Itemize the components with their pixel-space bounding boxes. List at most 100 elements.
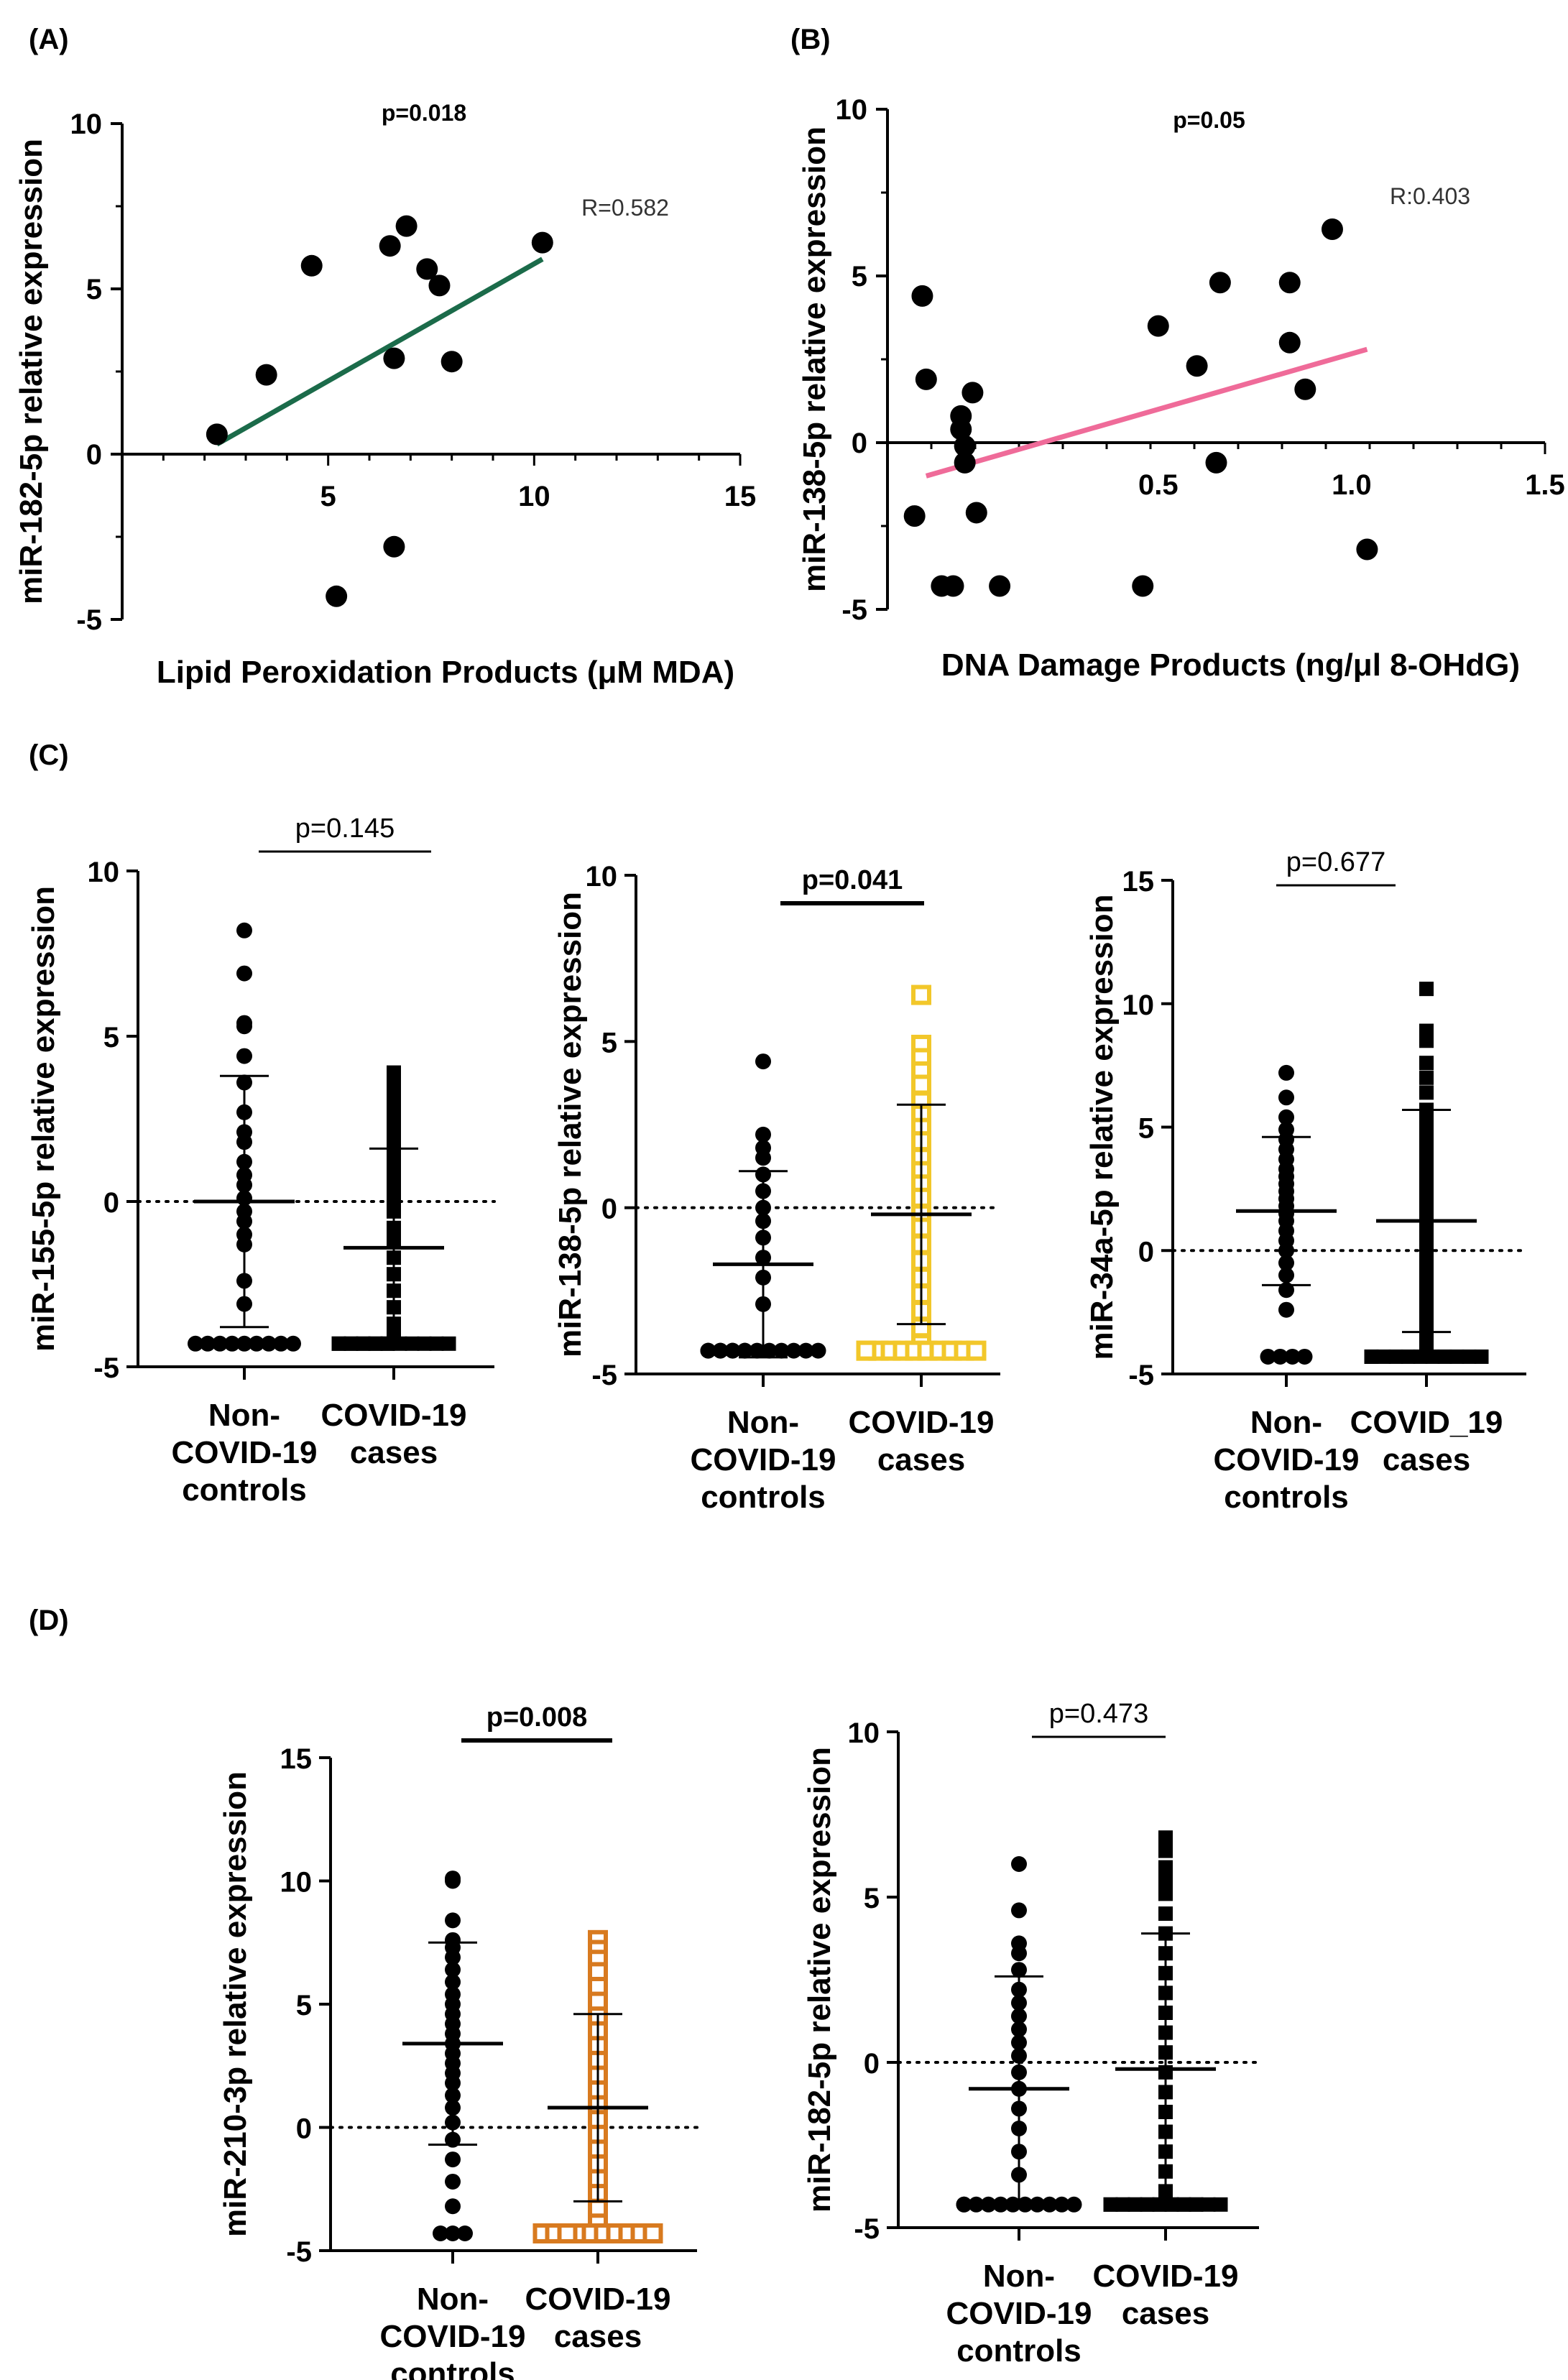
data-point	[755, 1150, 771, 1166]
chart-d1: -5 0 5 10 15 miR-210-3p relative expression No…	[218, 1702, 698, 2380]
data-point	[761, 1342, 778, 1359]
x-tick-label: 10	[518, 481, 550, 512]
p-value-label: p=0.05	[1173, 107, 1245, 133]
data-point	[433, 2225, 448, 2241]
data-point	[1103, 2197, 1118, 2212]
data-point	[445, 1873, 461, 1889]
data-point	[1388, 1349, 1403, 1364]
data-point	[236, 922, 252, 938]
data-point	[1158, 1830, 1173, 1845]
data-point	[642, 2223, 663, 2243]
data-point	[236, 1335, 252, 1352]
data-point	[212, 1335, 228, 1352]
regression-line	[216, 257, 544, 447]
p-value-label: p=0.018	[382, 100, 466, 126]
data-point	[445, 2225, 461, 2241]
y-tick-label: -5	[93, 1352, 119, 1384]
category-label-line: cases	[350, 1435, 438, 1470]
x-tick-label: 0.5	[1138, 469, 1179, 501]
data-point	[1278, 1089, 1294, 1106]
x-tick-label: 1.0	[1332, 469, 1372, 501]
y-tick-label: 10	[848, 1717, 880, 1749]
y-axis-title: miR-34a-5p relative expression	[1084, 894, 1120, 1360]
chart-a: 5 10 15 -5 0 5 10 p=0.018 R=0.582 Lipid Peroxidat…	[14, 100, 756, 690]
y-tick-label: 5	[852, 261, 867, 292]
data-point	[1272, 1348, 1288, 1365]
data-point	[961, 382, 984, 404]
y-tick-label: 10	[88, 857, 120, 888]
y-tick-label: 0	[852, 428, 867, 459]
data-point	[356, 1336, 371, 1351]
data-point	[1296, 1348, 1313, 1365]
correlation-label: R=0.582	[581, 195, 669, 221]
data-point	[326, 585, 348, 607]
chart-c1: -5 0 5 10 miR-155-5p relative expression Non-…	[26, 813, 496, 1508]
y-axis-title: miR-182-5p relative expression	[802, 1747, 837, 2213]
chart-b: 0.5 1.0 1.5 -5 0 5 10 p=0.05 R:0.403 DNA Damage P…	[797, 94, 1565, 683]
data-point	[911, 285, 933, 307]
x-tick-label: 5	[320, 481, 336, 512]
data-point	[749, 1342, 765, 1359]
y-tick-label: 0	[296, 2113, 312, 2145]
data-point	[956, 2196, 972, 2213]
y-axis-title: miR-138-5p relative expression	[553, 892, 588, 1357]
data-point	[445, 2151, 461, 2168]
data-point	[954, 435, 976, 457]
data-point	[531, 231, 553, 254]
data-point	[261, 1335, 277, 1352]
y-tick-label: 10	[280, 1867, 313, 1899]
data-point	[445, 2173, 461, 2190]
y-axis-title: miR-155-5p relative expression	[26, 886, 61, 1352]
data-point	[1066, 2196, 1082, 2213]
p-value-label: p=0.008	[486, 1702, 588, 1733]
data-point	[387, 1088, 401, 1103]
category-label-line: COVID-19	[1214, 1442, 1360, 1477]
data-point	[1053, 2196, 1070, 2213]
data-point	[911, 984, 931, 1005]
x-axis-title: Lipid Peroxidation Products (μM MDA)	[157, 655, 734, 690]
data-point	[966, 1340, 987, 1361]
data-point	[1474, 1349, 1489, 1364]
x-tick-label: 15	[724, 481, 757, 512]
category-label-line: controls	[701, 1480, 826, 1515]
y-tick-label: 0	[601, 1194, 617, 1225]
data-point	[1189, 2197, 1204, 2212]
data-point	[1364, 1349, 1379, 1364]
data-point	[903, 505, 926, 527]
category-label-line: Non-	[1250, 1405, 1322, 1440]
y-tick-label: 5	[1138, 1113, 1154, 1145]
data-point	[300, 254, 323, 277]
category-label-line: controls	[956, 2333, 1082, 2369]
p-value-label: p=0.041	[802, 865, 903, 895]
data-point	[445, 2198, 461, 2215]
category-label-line: Non-	[727, 1405, 799, 1440]
category-label-line: COVID-19	[525, 2282, 671, 2317]
data-point	[1201, 2197, 1216, 2212]
data-point	[236, 1048, 252, 1064]
data-point	[1401, 1349, 1416, 1364]
data-point	[331, 1336, 346, 1351]
data-point	[1213, 2197, 1228, 2212]
data-point	[343, 1336, 359, 1351]
data-point	[700, 1342, 716, 1359]
data-point	[206, 423, 228, 446]
data-point	[383, 347, 405, 369]
data-point	[1462, 1349, 1477, 1364]
data-point	[1158, 1886, 1173, 1901]
data-point	[1294, 378, 1316, 400]
data-point	[989, 575, 1011, 597]
data-point	[1205, 451, 1227, 474]
data-point	[1425, 1349, 1440, 1364]
category-label-line: cases	[877, 1442, 965, 1477]
data-point	[417, 1336, 432, 1351]
p-value-label: p=0.473	[1049, 1699, 1148, 1729]
y-tick-label: 15	[1122, 866, 1155, 898]
data-point	[1209, 272, 1231, 294]
y-tick-label: 5	[103, 1022, 119, 1053]
data-point	[980, 2196, 997, 2213]
data-point	[1158, 1860, 1173, 1875]
